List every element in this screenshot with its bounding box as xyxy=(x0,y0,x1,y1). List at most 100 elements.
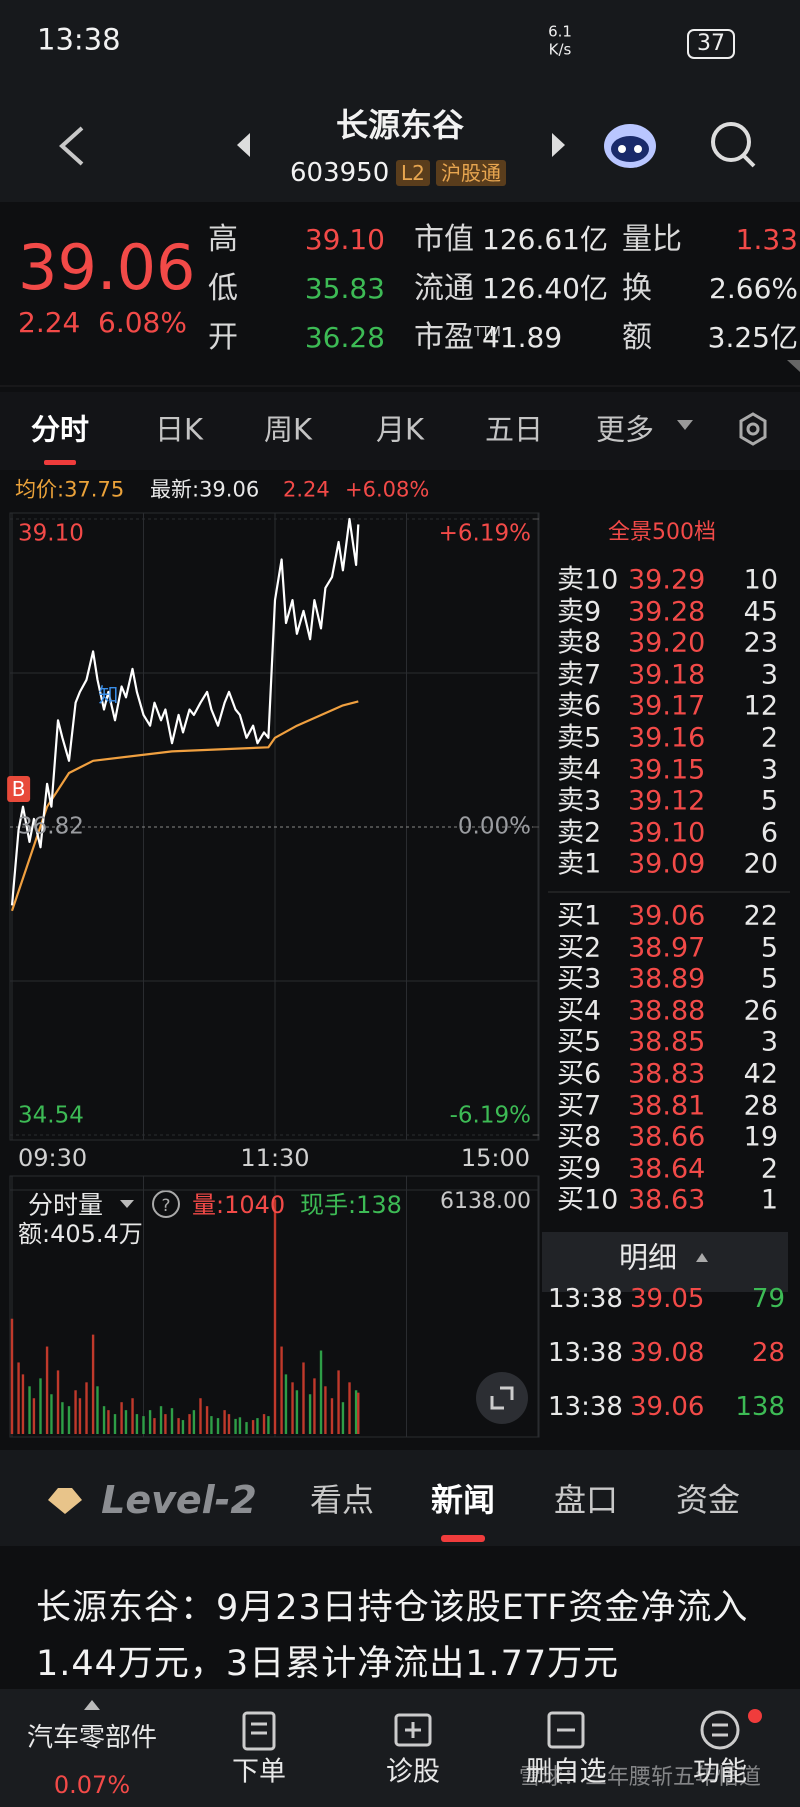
chart-tab[interactable]: 月K xyxy=(375,412,425,447)
prev-stock-icon[interactable] xyxy=(237,133,250,157)
volume-bar xyxy=(56,1370,60,1434)
volume-bar xyxy=(107,1410,110,1434)
ask-label: 卖9 xyxy=(557,596,602,628)
badge: L2 xyxy=(396,160,430,186)
next-stock-icon[interactable] xyxy=(552,133,565,157)
quote-value: 126.40亿 xyxy=(482,272,608,305)
volume-bar xyxy=(85,1382,88,1434)
volume-bar xyxy=(61,1402,64,1434)
detail-price: 39.08 xyxy=(630,1338,705,1368)
chart-annotation[interactable]: 知 xyxy=(98,682,119,707)
bid-volume: 5 xyxy=(760,963,778,995)
volume-bar xyxy=(17,1362,20,1434)
sort-icon xyxy=(696,1253,708,1262)
volume-annotation: 额:405.4万 xyxy=(18,1220,143,1248)
news-headline[interactable]: 长源东谷：9月23日持仓该股ETF资金净流入1.44万元，3日累计净流出1.77… xyxy=(36,1588,749,1684)
chart-annotation[interactable]: B xyxy=(6,776,31,803)
expand-button[interactable] xyxy=(476,1372,528,1424)
content-tab[interactable]: 资金 xyxy=(675,1481,741,1519)
content-tab[interactable]: 新闻 xyxy=(430,1481,496,1519)
volume-bar xyxy=(291,1382,294,1434)
volume-bar xyxy=(39,1378,42,1434)
x-tick-label: 15:00 xyxy=(460,1144,530,1172)
settings-icon[interactable] xyxy=(739,412,767,446)
quote-label-sup: TTM xyxy=(474,325,501,340)
order-book-title: 全景500档 xyxy=(608,520,716,545)
search-icon[interactable] xyxy=(711,122,756,168)
volume-bar xyxy=(308,1394,312,1434)
bottom-tabs-bg xyxy=(0,1450,800,1546)
last-price: 39.06 xyxy=(18,231,196,304)
order-icon[interactable] xyxy=(242,1711,276,1751)
detail-time: 13:38 xyxy=(548,1284,623,1314)
volume-bar xyxy=(324,1386,327,1434)
ask-price: 39.12 xyxy=(628,785,706,817)
volume-bar xyxy=(245,1422,248,1434)
remove-watch-icon[interactable] xyxy=(547,1711,585,1749)
quote-label: 高 xyxy=(208,222,238,257)
chart-tab[interactable]: 更多 xyxy=(595,412,655,447)
bid-price: 38.89 xyxy=(628,963,706,995)
volume-bar xyxy=(135,1414,139,1434)
bid-label: 买10 xyxy=(557,1184,619,1216)
volume-bar xyxy=(153,1418,156,1434)
chart-tab[interactable]: 周K xyxy=(263,412,313,447)
chart-tab[interactable]: 分时 xyxy=(30,412,90,447)
volume-bar xyxy=(354,1390,358,1434)
volume-bar xyxy=(120,1402,123,1434)
info-item: 均价:37.75 xyxy=(15,477,125,502)
bid-label: 买7 xyxy=(557,1090,602,1122)
volume-bar xyxy=(256,1418,259,1434)
ask-price: 39.15 xyxy=(628,754,706,786)
content-tab[interactable]: Level-2 xyxy=(101,1478,257,1522)
nav-item[interactable]: 功能 xyxy=(693,1756,747,1788)
chart-tab[interactable]: 日K xyxy=(154,412,204,447)
price-line xyxy=(10,517,360,906)
volume-title[interactable]: 分时量 xyxy=(28,1190,104,1220)
detail-header-bg xyxy=(542,1232,788,1292)
detail-title[interactable]: 明细 xyxy=(618,1240,678,1275)
volume-bar xyxy=(102,1406,106,1434)
function-icon[interactable] xyxy=(700,1709,762,1750)
quote-value: 1.33 xyxy=(735,223,798,256)
ask-volume: 12 xyxy=(743,690,778,722)
volume-bar xyxy=(159,1406,163,1434)
x-tick-label: 11:30 xyxy=(240,1144,310,1172)
change: 2.24 xyxy=(18,306,81,339)
bid-volume: 19 xyxy=(743,1121,778,1153)
volume-bar xyxy=(337,1370,340,1434)
nav-item[interactable]: 删自选 xyxy=(525,1756,607,1788)
quote-value: 35.83 xyxy=(304,272,385,305)
diagnose-icon[interactable] xyxy=(394,1713,432,1747)
help-icon[interactable]: ? xyxy=(152,1190,180,1218)
sector-name[interactable]: 汽车零部件 xyxy=(26,1723,158,1753)
nav-item[interactable]: 诊股 xyxy=(386,1756,440,1788)
bid-label: 买4 xyxy=(557,995,602,1027)
ask-label: 卖2 xyxy=(557,817,602,849)
robot-icon[interactable] xyxy=(604,124,656,168)
back-icon[interactable] xyxy=(59,126,84,166)
volume-bar xyxy=(21,1374,25,1434)
ask-label: 卖10 xyxy=(557,564,619,596)
content-tab[interactable]: 看点 xyxy=(309,1481,375,1519)
bottom-nav-bg xyxy=(0,1689,800,1807)
ask-volume: 10 xyxy=(743,564,778,596)
info-item: 2.24 xyxy=(283,477,330,502)
volume-bar xyxy=(280,1346,283,1434)
battery-icon xyxy=(687,29,735,59)
volume-bar xyxy=(131,1398,134,1434)
stock-name: 长源东谷 xyxy=(335,106,465,144)
chart-tab[interactable]: 五日 xyxy=(484,412,544,447)
volume-frame xyxy=(9,1175,540,1438)
volume-bar xyxy=(251,1420,255,1434)
ask-price: 39.17 xyxy=(628,690,706,722)
detail-time: 13:38 xyxy=(548,1392,623,1422)
info-item: 最新:39.06 xyxy=(150,477,260,502)
bid-volume: 2 xyxy=(760,1153,778,1185)
y2-tick-label: +6.19% xyxy=(438,520,531,547)
volume-annotation: 现手:138 xyxy=(300,1191,402,1219)
volume-bar xyxy=(199,1398,202,1434)
nav-item[interactable]: 下单 xyxy=(232,1756,286,1788)
content-tab[interactable]: 盘口 xyxy=(553,1481,619,1519)
